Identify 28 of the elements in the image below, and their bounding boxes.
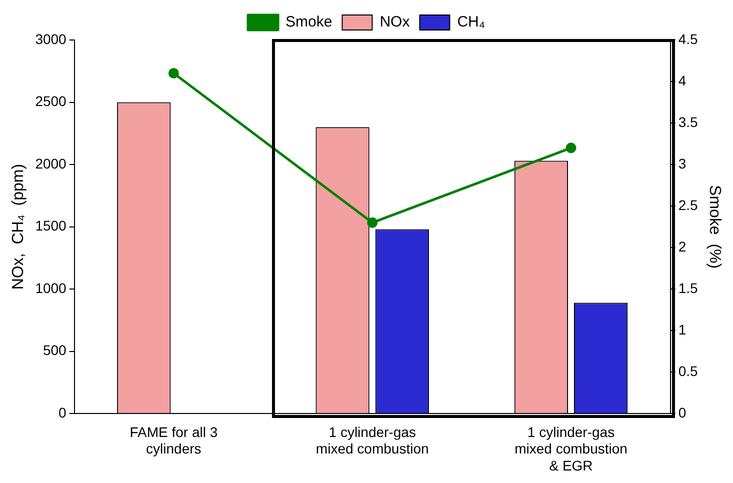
x-tick-label: FAME for all 3 cylinders bbox=[130, 424, 218, 457]
x-tick-label: 1 cylinder-gas mixed combustion & EGR bbox=[514, 424, 628, 474]
y2-tick-label: 0.5 bbox=[678, 362, 698, 379]
legend-label: CH₄ bbox=[457, 14, 485, 31]
point bbox=[168, 68, 179, 78]
y-axis-title: NOx, CH₄ (ppm) bbox=[10, 164, 28, 290]
legend-label: Smoke bbox=[286, 14, 332, 31]
y2-tick-label: 2.5 bbox=[678, 196, 698, 213]
y-tick-label: 2000 bbox=[35, 155, 67, 172]
point bbox=[367, 217, 378, 228]
y2-tick-label: 0 bbox=[678, 404, 686, 420]
y-tick-label: 1000 bbox=[35, 280, 67, 296]
y2-tick-label: 4 bbox=[678, 72, 686, 88]
y-tick-label: 2500 bbox=[35, 93, 67, 110]
y2-tick-label: 1.5 bbox=[678, 280, 698, 296]
y2-tick-label: 3.5 bbox=[678, 114, 698, 130]
x-tick-label: 1 cylinder-gas mixed combustion bbox=[316, 424, 429, 457]
point bbox=[566, 142, 576, 154]
y-tick-label: 3000 bbox=[35, 30, 67, 47]
y2-axis-title: Smoke (%) bbox=[706, 185, 723, 269]
y-tick-label: 500 bbox=[42, 342, 67, 358]
y2-tick-label: 1 bbox=[678, 321, 686, 338]
y-tick-label: 1500 bbox=[35, 218, 67, 234]
y2-tick-label: 4.5 bbox=[678, 30, 698, 47]
y2-tick-label: 3 bbox=[678, 155, 686, 172]
legend-label: NOx bbox=[380, 14, 410, 31]
y-tick-label: 0 bbox=[58, 404, 67, 420]
y2-tick-label: 2 bbox=[678, 238, 686, 254]
